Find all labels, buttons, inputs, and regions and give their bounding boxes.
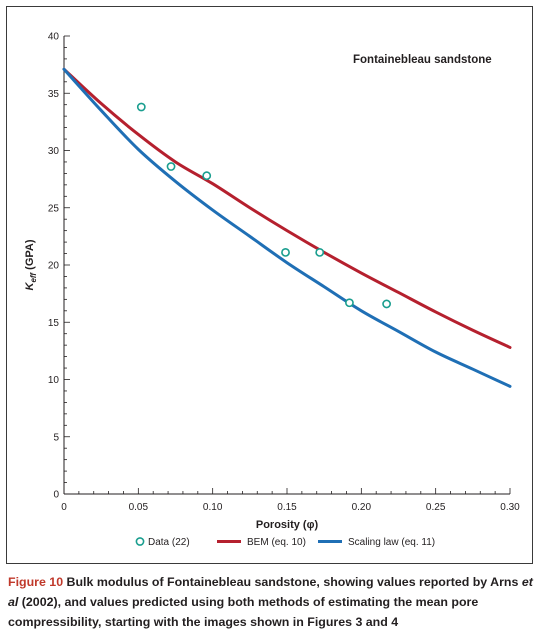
x-tick-label: 0.10	[203, 502, 223, 513]
legend-label: Scaling law (eq. 11)	[348, 537, 435, 548]
legend-marker-data	[135, 537, 145, 546]
legend-label-data: Data (22)	[148, 537, 190, 548]
caption-text-2: (2002), and values predicted using both …	[8, 595, 479, 629]
chart-annotation: Fontainebleau sandstone	[353, 54, 492, 66]
series-line-scaling-law-eq-11	[62, 67, 512, 388]
data-point	[382, 299, 392, 309]
y-tick-label: 0	[53, 490, 59, 501]
series-layer	[62, 67, 512, 388]
x-tick-label: 0.15	[277, 502, 297, 513]
y-tick-label: 40	[48, 32, 60, 43]
data-point	[136, 102, 146, 112]
y-tick-label: 25	[48, 203, 60, 214]
data-point	[315, 248, 325, 257]
y-tick-label: 30	[48, 146, 60, 157]
y-axis-label-unit: (GPA)	[24, 239, 36, 273]
figure-label: Figure 10	[8, 575, 64, 589]
x-tick-label: 0.30	[500, 502, 520, 513]
y-axis-label-main: K	[24, 282, 36, 291]
caption-text-italic: et al	[8, 575, 533, 609]
x-tick-label: 0.05	[129, 502, 149, 513]
axes: 0 5 10 15 20 25 30 35 40 0 0.05 0.10 0.15 0.20 0.25 0.3…	[48, 32, 520, 514]
caption-text-1: Bulk modulus of Fontainebleau sandstone,…	[63, 575, 522, 589]
data-point	[345, 298, 354, 308]
figure-caption: Figure 10 Bulk modulus of Fontainebleau …	[8, 572, 533, 632]
data-point	[166, 162, 176, 171]
x-tick-label: 0.25	[426, 502, 446, 513]
y-tick-label: 15	[48, 318, 60, 329]
legend-label: BEM (eq. 10)	[247, 537, 306, 548]
x-tick-label: 0.20	[352, 502, 372, 513]
y-tick-label: 20	[48, 261, 60, 272]
data-point	[281, 248, 290, 257]
y-tick-label: 10	[48, 375, 60, 386]
y-tick-label: 5	[53, 432, 59, 443]
y-tick-label: 35	[48, 89, 60, 100]
legend: Data (22) BEM (eq. 10) Scaling law (eq. 11…	[135, 537, 435, 548]
y-axis-label: Keff (GPA)	[24, 239, 38, 290]
data-point	[202, 171, 212, 181]
x-tick-label: 0	[61, 502, 67, 513]
series-line-bem-eq-10	[62, 67, 512, 349]
y-axis-label-sub: eff	[29, 272, 38, 283]
x-axis-label: Porosity (φ)	[256, 519, 319, 531]
bulk-modulus-chart: 0 5 10 15 20 25 30 35 40 0 0.05 0.10 0.15 0.20 0.25 0.3…	[24, 32, 520, 549]
